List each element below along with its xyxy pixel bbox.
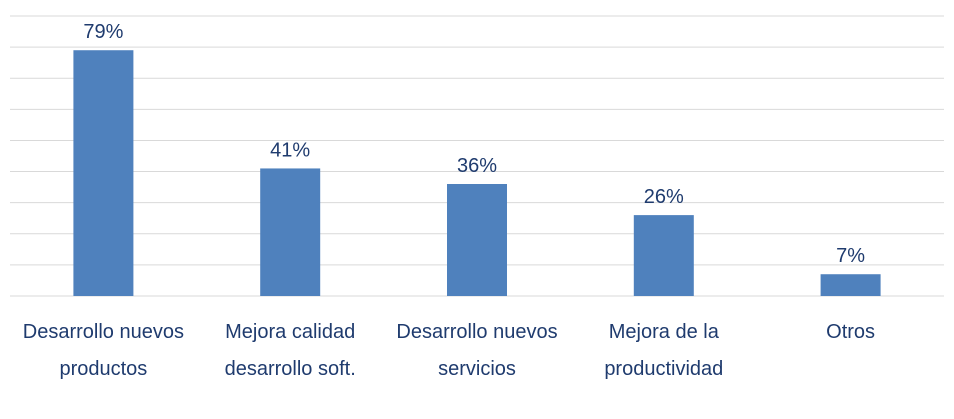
x-tick-label: Mejora de la productividad (604, 321, 724, 380)
data-label: 79% (83, 21, 123, 43)
data-label: 7% (836, 245, 865, 267)
data-label: 41% (270, 139, 310, 161)
data-label: 36% (457, 155, 497, 177)
x-tick-label: Mejora calidad desarrollo soft. (224, 321, 356, 380)
bar (260, 168, 321, 296)
x-tick-label: Desarrollo nuevos productos (22, 321, 184, 380)
x-tick-label: Otros (826, 321, 876, 343)
bar (633, 215, 694, 296)
bar (820, 274, 881, 296)
data-label: 26% (644, 186, 684, 208)
x-tick-label: Desarrollo nuevos servicios (396, 321, 558, 380)
bar (73, 50, 134, 296)
bar (447, 184, 507, 296)
